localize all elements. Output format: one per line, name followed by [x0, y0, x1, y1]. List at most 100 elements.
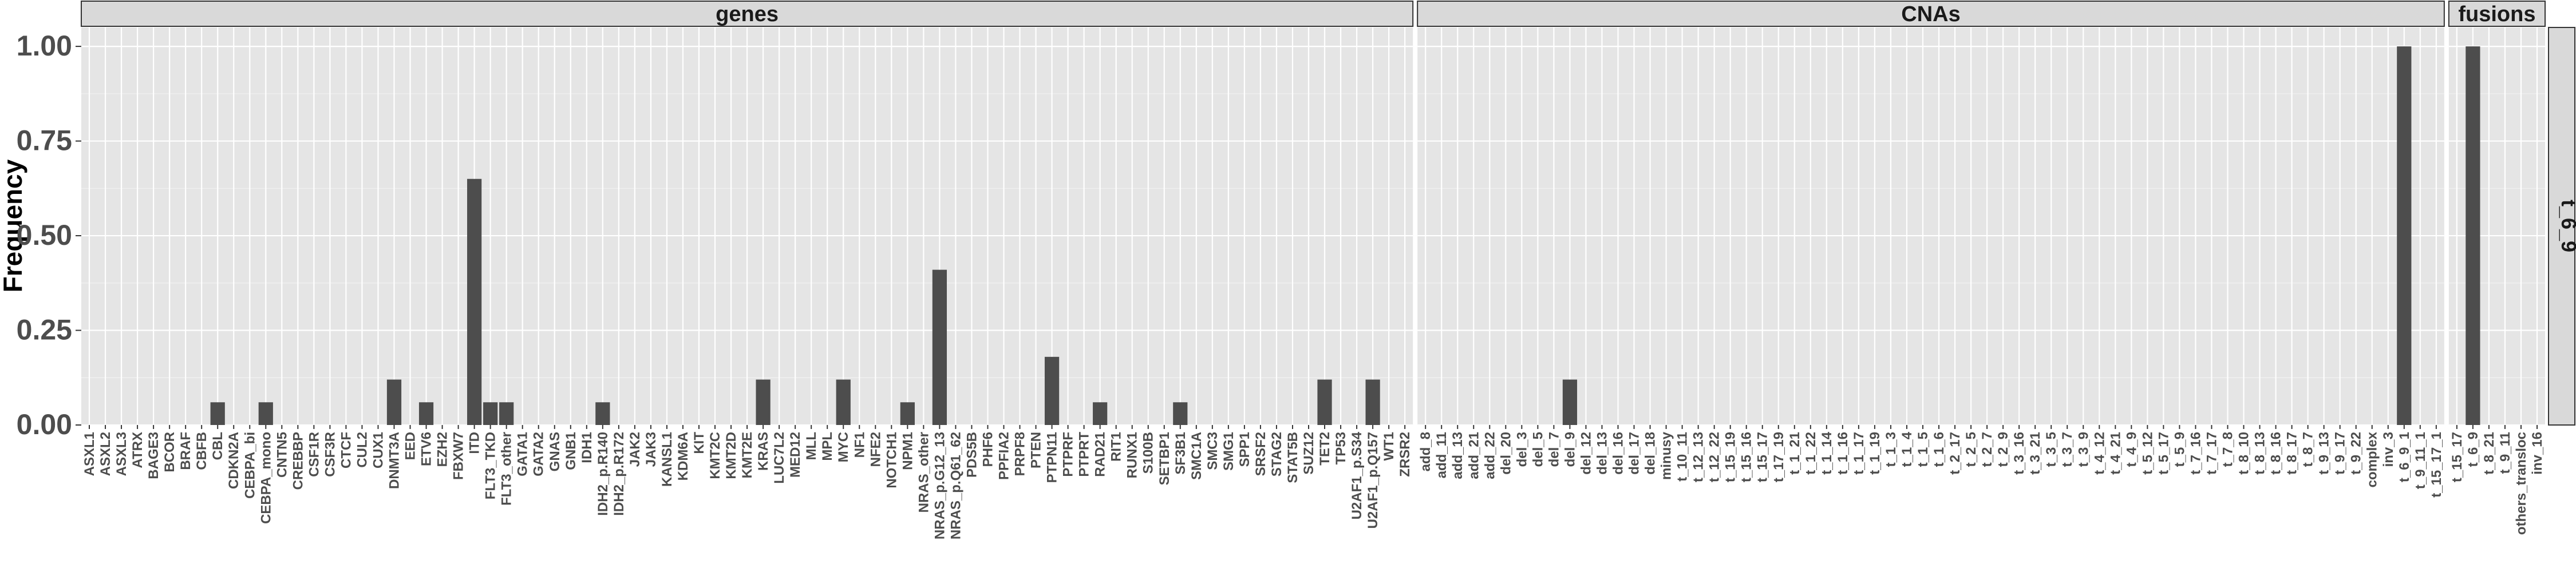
x-tick-label: ATRX — [130, 432, 145, 468]
x-tick-label: t_9_11_1 — [2413, 432, 2428, 489]
x-tick-label: t_1_4 — [1899, 431, 1915, 467]
x-tick-label: MYC — [836, 432, 851, 462]
bar-tet2 — [1317, 379, 1332, 425]
x-tick-label: LUC7L2 — [772, 432, 787, 484]
x-tick-label: t_17_19 — [1771, 432, 1787, 482]
bar-myc — [836, 379, 851, 425]
x-tick-label: t_8_21 — [2482, 432, 2497, 475]
x-tick-label: t_2_5 — [1963, 432, 1979, 467]
x-tick-label: t_12_13 — [1691, 432, 1706, 482]
x-tick-label: NF1 — [852, 432, 867, 458]
x-tick-label: t_2_9 — [1996, 432, 2011, 467]
x-tick-label: U2AF1_p.S34 — [1349, 431, 1365, 519]
x-tick-label: IDH1 — [579, 432, 595, 463]
row-strip-label: t_6_9 — [2557, 200, 2576, 252]
x-tick-label: KANSL1 — [659, 432, 675, 487]
bar-kras — [756, 379, 771, 425]
x-tick-label: GATA1 — [515, 432, 531, 476]
x-tick-label: PTPRF — [1061, 432, 1076, 477]
x-tick-label: CSF1R — [306, 432, 322, 477]
x-tick-label: FLT3_TKD — [483, 432, 499, 499]
x-tick-label: t_1_6 — [1931, 432, 1947, 467]
bar-dnmt3a — [386, 379, 402, 425]
x-tick-label: SF3B1 — [1173, 432, 1188, 475]
row-strip: t_6_9 — [2548, 27, 2576, 426]
x-tick-label: NPM1 — [900, 432, 915, 470]
panel-strip — [2448, 1, 2546, 27]
x-tick-label: t_9_11 — [2498, 432, 2513, 474]
x-tick-label: PTPN11 — [1045, 432, 1060, 483]
x-tick-label: t_3_5 — [2044, 432, 2059, 467]
x-tick-label: TP53 — [1333, 432, 1349, 464]
x-tick-label: t_8_7 — [2301, 432, 2316, 467]
bar-flt3-tkd — [483, 402, 498, 425]
x-tick-label: STAT5B — [1285, 432, 1301, 483]
bar-itd — [467, 178, 482, 425]
x-tick-label: PHF6 — [980, 432, 995, 467]
bar-rad21 — [1093, 402, 1108, 425]
x-tick-label: t_12_22 — [1707, 432, 1722, 482]
x-tick-label: GNAS — [547, 432, 563, 471]
x-tick-label: t_8_13 — [2253, 432, 2268, 475]
x-tick-label: del_9 — [1562, 432, 1578, 467]
x-tick-label: t_3_21 — [2028, 432, 2043, 475]
x-tick-label: del_7 — [1546, 432, 1562, 467]
x-tick-label: STAG2 — [1269, 432, 1285, 476]
x-tick-label: add_21 — [1466, 432, 1481, 479]
x-tick-label: add_11 — [1434, 432, 1449, 478]
x-tick-label: t_10_11 — [1675, 432, 1690, 482]
x-tick-label: t_1_3 — [1883, 432, 1899, 467]
x-tick-label: CBL — [210, 432, 226, 460]
x-tick-label: del_13 — [1594, 432, 1610, 475]
x-tick-label: NRAS_p.Q61_62 — [948, 432, 963, 539]
x-tick-label: KMT2D — [724, 432, 739, 479]
x-tick-label: others_transloc — [2514, 432, 2529, 535]
panel-strip — [81, 1, 1414, 27]
x-tick-label: complex — [2365, 431, 2380, 487]
x-tick-label: inv_16 — [2530, 432, 2545, 475]
x-tick-label: t_3_7 — [2060, 432, 2075, 467]
x-tick-label: t_15_16 — [1739, 432, 1755, 482]
panel-background — [2448, 27, 2545, 425]
facet-panels: genes ASXL1 ASXL2 ASXL3 ATRX BAGE3 BCOR BRAF CBF… — [81, 1, 2546, 539]
bar-nras-p-g12-13 — [932, 269, 947, 425]
x-tick-label: del_17 — [1627, 432, 1642, 475]
bar-del-9 — [1562, 379, 1578, 425]
row-strip-background — [2548, 27, 2575, 426]
x-tick-label: CSF3R — [322, 432, 338, 477]
x-tick-label: NRAS_other — [916, 432, 931, 513]
x-tick-label: PTPRT — [1077, 432, 1092, 477]
x-tick-label: t_4_12 — [2092, 432, 2107, 475]
x-tick-label: t_7_16 — [2188, 432, 2203, 475]
x-tick-label: PPFIA2 — [997, 432, 1012, 480]
x-tick-label: t_1_21 — [1787, 432, 1803, 475]
bar-cebpa-mono — [258, 402, 273, 425]
y-tick-label: 0.25 — [17, 314, 72, 346]
x-tick-label: ASXL3 — [114, 432, 129, 476]
panel-strip-label: CNAs — [1901, 2, 1960, 26]
x-tick-label: del_16 — [1610, 432, 1626, 475]
x-tick-label: TET2 — [1317, 432, 1333, 466]
x-tick-label: t_9_13 — [2317, 432, 2332, 475]
panel-background — [1417, 27, 2444, 425]
x-tick-label: MLL — [804, 432, 819, 460]
x-tick-label: ZRSR2 — [1397, 432, 1413, 477]
x-tick-label: KIT — [692, 432, 707, 454]
x-tick-label: ASXL2 — [98, 432, 113, 476]
x-tick-label: t_5_9 — [2172, 432, 2187, 467]
y-tick-label: 0.75 — [17, 125, 72, 157]
x-tick-label: CEBPA_mono — [258, 432, 274, 524]
x-tick-label: IDH2_p.R172 — [611, 432, 627, 516]
x-tick-label: IDH2_p.R140 — [595, 432, 611, 516]
x-tick-label: RIT1 — [1109, 432, 1124, 462]
panel-strip-label: genes — [716, 2, 779, 26]
x-tick-label: t_6_9_1 — [2397, 432, 2412, 482]
x-tick-label: CREBBP — [290, 432, 306, 490]
x-tick-label: SPP1 — [1237, 432, 1253, 467]
x-tick-label: CUX1 — [370, 432, 386, 468]
x-tick-label: RUNX1 — [1125, 432, 1140, 478]
x-tick-label: del_18 — [1643, 432, 1658, 475]
x-tick-label: KDM6A — [675, 432, 691, 480]
x-tick-label: t_2_17 — [1947, 432, 1963, 475]
